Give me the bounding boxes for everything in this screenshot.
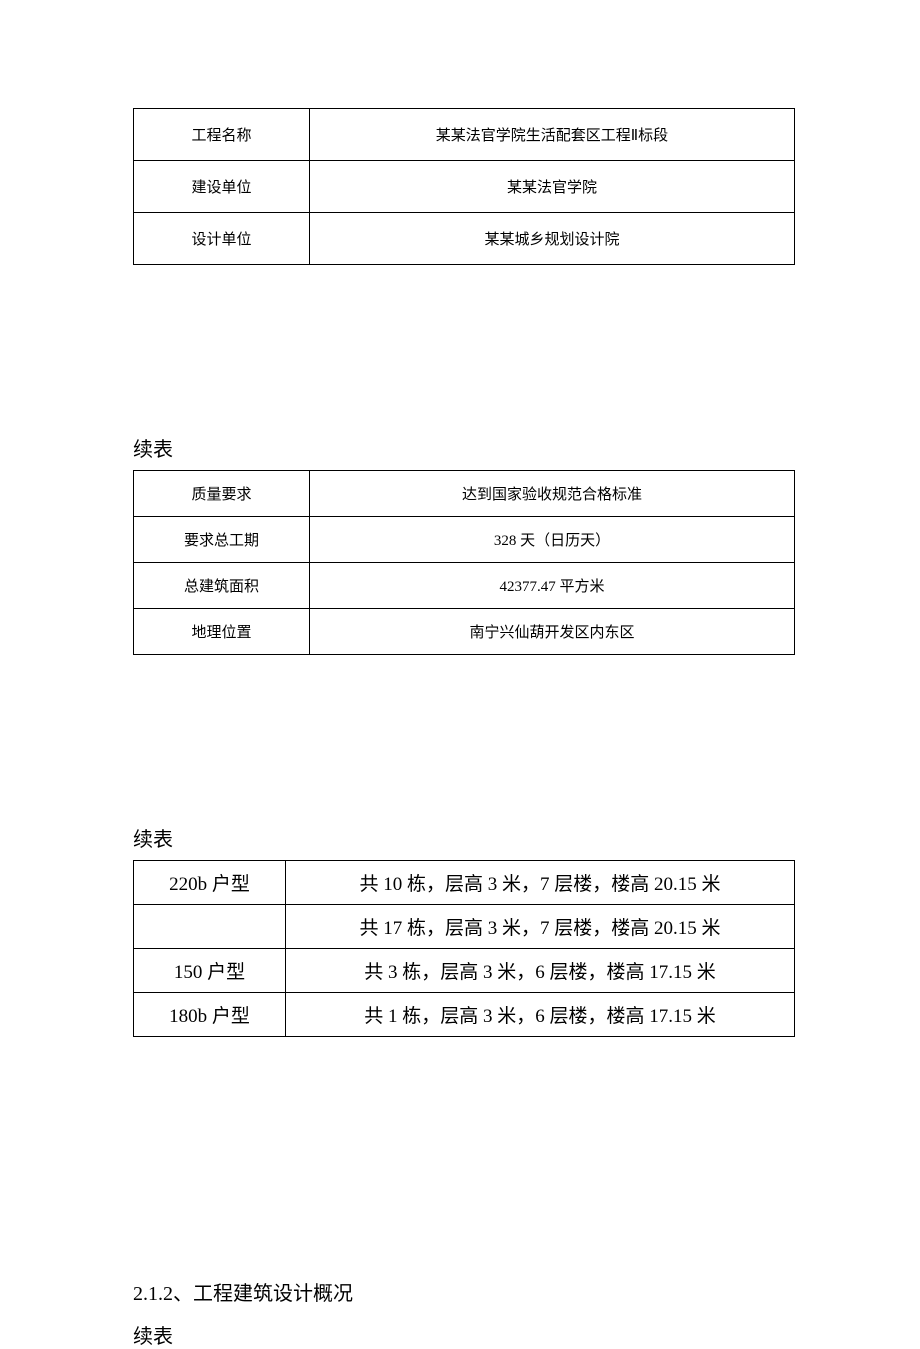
table-label-cell: 180b 户型 [134,993,286,1037]
table-value-cell: 42377.47 平方米 [310,563,795,609]
table-label-cell: 地理位置 [134,609,310,655]
table-label-cell: 总建筑面积 [134,563,310,609]
continue-label: 续表 [133,433,795,462]
table-value-cell: 共 3 栋，层高 3 米，6 层楼，楼高 17.15 米 [286,949,795,993]
table-value-cell: 某某法官学院 [310,161,795,213]
table-value-cell: 共 17 栋，层高 3 米，7 层楼，楼高 20.15 米 [286,905,795,949]
table-label-cell: 工程名称 [134,109,310,161]
table-value-cell: 达到国家验收规范合格标准 [310,471,795,517]
continue-label: 续表 [133,1320,795,1349]
table-value-cell: 共 1 栋，层高 3 米，6 层楼，楼高 17.15 米 [286,993,795,1037]
building-types-table: 220b 户型 共 10 栋，层高 3 米，7 层楼，楼高 20.15 米 共 … [133,860,795,1037]
table-label-cell: 要求总工期 [134,517,310,563]
table-row: 总建筑面积 42377.47 平方米 [134,563,795,609]
table-label-cell: 220b 户型 [134,861,286,905]
table-value-cell: 共 10 栋，层高 3 米，7 层楼，楼高 20.15 米 [286,861,795,905]
project-info-table: 工程名称 某某法官学院生活配套区工程Ⅱ标段 建设单位 某某法官学院 设计单位 某… [133,108,795,265]
table-row: 工程名称 某某法官学院生活配套区工程Ⅱ标段 [134,109,795,161]
table-row: 要求总工期 328 天（日历天） [134,517,795,563]
document-page: 工程名称 某某法官学院生活配套区工程Ⅱ标段 建设单位 某某法官学院 设计单位 某… [0,0,920,1349]
table-row: 150 户型 共 3 栋，层高 3 米，6 层楼，楼高 17.15 米 [134,949,795,993]
table-value-cell: 328 天（日历天） [310,517,795,563]
table-label-cell [134,905,286,949]
table-value-cell: 某某城乡规划设计院 [310,213,795,265]
continue-label: 续表 [133,823,795,852]
table-row: 建设单位 某某法官学院 [134,161,795,213]
table-label-cell: 设计单位 [134,213,310,265]
table-label-cell: 150 户型 [134,949,286,993]
table-row: 180b 户型 共 1 栋，层高 3 米，6 层楼，楼高 17.15 米 [134,993,795,1037]
table-value-cell: 某某法官学院生活配套区工程Ⅱ标段 [310,109,795,161]
table-row: 地理位置 南宁兴仙葫开发区内东区 [134,609,795,655]
table-value-cell: 南宁兴仙葫开发区内东区 [310,609,795,655]
table-label-cell: 建设单位 [134,161,310,213]
table-row: 220b 户型 共 10 栋，层高 3 米，7 层楼，楼高 20.15 米 [134,861,795,905]
table-label-cell: 质量要求 [134,471,310,517]
table-row: 设计单位 某某城乡规划设计院 [134,213,795,265]
project-details-table: 质量要求 达到国家验收规范合格标准 要求总工期 328 天（日历天） 总建筑面积… [133,470,795,655]
table-row: 质量要求 达到国家验收规范合格标准 [134,471,795,517]
table-row: 共 17 栋，层高 3 米，7 层楼，楼高 20.15 米 [134,905,795,949]
